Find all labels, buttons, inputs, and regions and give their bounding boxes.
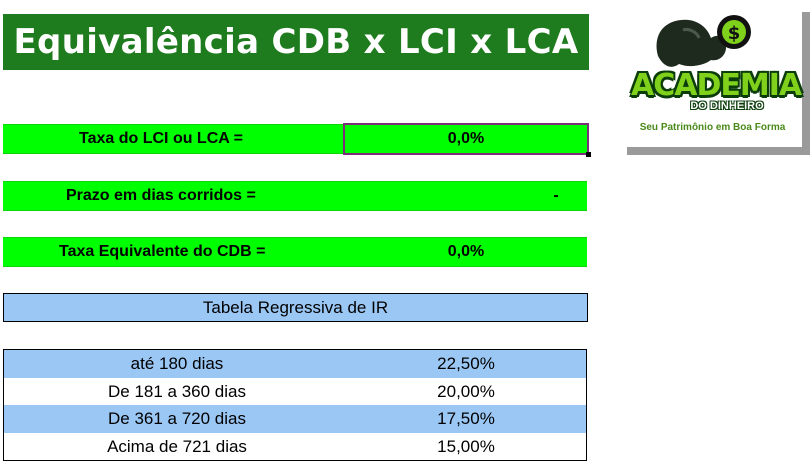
term-row: Prazo em dias corridos = -: [3, 181, 587, 211]
term-label: Prazo em dias corridos =: [66, 187, 256, 204]
academia-logo: $ ACADEMIA DO DINHEIRO Seu Patrimônio em…: [623, 8, 802, 147]
lci-rate-label: Taxa do LCI ou LCA =: [79, 130, 244, 147]
table-row[interactable]: De 361 a 720 dias 17,50%: [4, 405, 586, 433]
ir-range: De 361 a 720 dias: [108, 409, 246, 428]
equiv-label: Taxa Equivalente do CDB =: [59, 243, 266, 260]
lci-rate-input[interactable]: 0,0%: [343, 123, 591, 157]
ir-rate: 17,50%: [437, 409, 495, 428]
ir-rate: 22,50%: [437, 354, 495, 373]
page-title: Equivalência CDB x LCI x LCA: [3, 14, 589, 70]
fill-handle[interactable]: [586, 152, 591, 157]
logo-brand-text: ACADEMIA: [631, 68, 802, 103]
table-row[interactable]: Acima de 721 dias 15,00%: [4, 432, 586, 460]
lci-rate-row: Taxa do LCI ou LCA = 0,0%: [3, 123, 591, 157]
logo-tagline: Seu Patrimônio em Boa Forma: [639, 122, 786, 133]
lci-rate-value: 0,0%: [447, 130, 485, 147]
dollar-coin-icon: $: [728, 23, 741, 44]
ir-range: Acima de 721 dias: [107, 436, 247, 456]
table-row[interactable]: até 180 dias 22,50%: [4, 350, 586, 378]
ir-range: até 180 dias: [130, 354, 224, 373]
ir-rate: 15,00%: [437, 436, 495, 456]
table-row[interactable]: De 181 a 360 dias 20,00%: [4, 377, 586, 405]
muscle-arm-icon: $: [656, 15, 751, 67]
equiv-value[interactable]: 0,0%: [447, 243, 485, 260]
logo-subtitle: DO DINHEIRO: [690, 100, 764, 112]
ir-table: até 180 dias 22,50% De 181 a 360 dias 20…: [3, 349, 587, 461]
equiv-row: Taxa Equivalente do CDB = 0,0%: [3, 237, 587, 267]
term-value[interactable]: -: [553, 187, 559, 204]
ir-range: De 181 a 360 dias: [108, 381, 246, 401]
ir-table-header: Tabela Regressiva de IR: [3, 293, 588, 322]
ir-rate: 20,00%: [437, 381, 495, 401]
